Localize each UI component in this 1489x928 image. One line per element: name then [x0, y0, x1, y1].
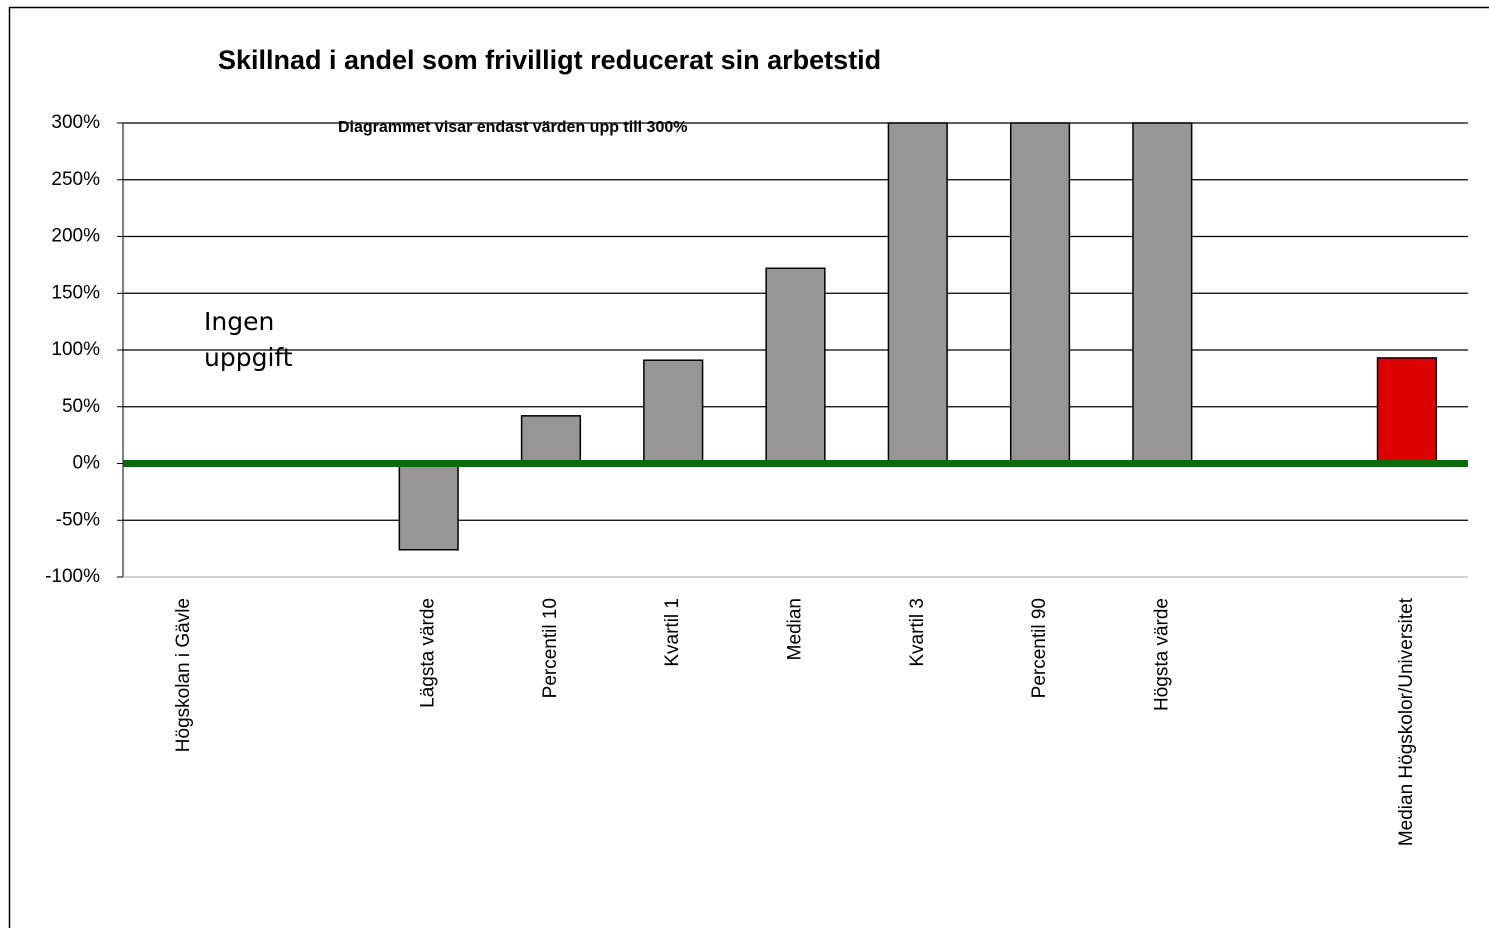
x-tick-label: Kvartil 3 — [907, 598, 928, 667]
y-tick-label: 50% — [62, 396, 100, 417]
y-tick-label: 150% — [51, 282, 100, 303]
y-tick-label: -50% — [56, 509, 100, 530]
bar — [765, 267, 826, 465]
annotation: Diagrammet visar endast värden upp till … — [338, 119, 687, 136]
x-tick-label: Median — [785, 598, 806, 660]
x-tick-label: Kvartil 1 — [662, 598, 683, 667]
x-tick-label: Lägsta värde — [418, 598, 439, 708]
y-tick-label: 200% — [51, 226, 100, 247]
bar — [398, 462, 459, 551]
bar — [1376, 357, 1437, 465]
y-tick-label: 0% — [73, 453, 101, 474]
y-tick-label: 100% — [51, 339, 100, 360]
bar — [887, 122, 948, 465]
x-tick-label: Högskolan i Gävle — [173, 598, 194, 752]
bar — [643, 359, 704, 465]
x-tick-label: Högsta värde — [1151, 598, 1172, 711]
y-tick-label: -100% — [45, 566, 100, 587]
x-tick-label: Percentil 10 — [540, 598, 561, 698]
bar — [520, 415, 582, 465]
y-tick-label: 250% — [51, 169, 100, 190]
annotation: Ingen uppgift — [204, 307, 293, 372]
chart-frame — [8, 6, 1489, 928]
bar — [1009, 122, 1071, 465]
bar — [1132, 122, 1193, 465]
x-tick-label: Percentil 90 — [1029, 598, 1050, 698]
chart-title: Skillnad i andel som frivilligt reducera… — [218, 45, 881, 75]
x-tick-label: Median Högskolor/Universitet — [1396, 597, 1417, 846]
y-tick-label: 300% — [51, 112, 100, 133]
